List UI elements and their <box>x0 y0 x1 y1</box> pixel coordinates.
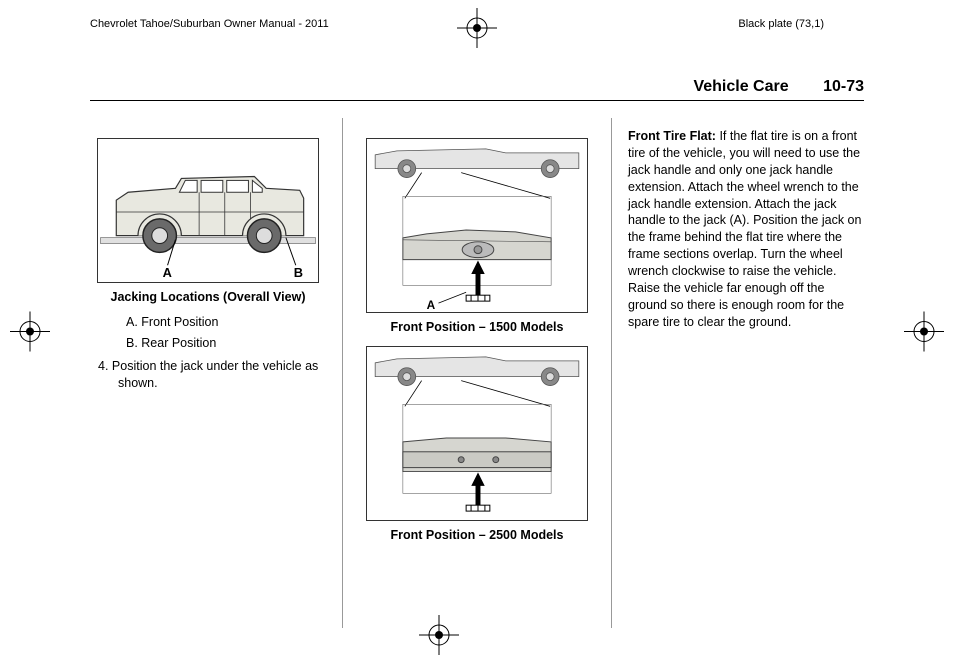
column-left: A B Jacking Locations (Overall View) A. … <box>90 118 342 628</box>
step-text: Position the jack under the vehicle as s… <box>112 359 318 390</box>
print-header: Chevrolet Tahoe/Suburban Owner Manual - … <box>0 18 954 38</box>
figure-caption-1500: Front Position – 1500 Models <box>359 319 595 336</box>
registration-mark-left <box>10 312 50 357</box>
manual-title: Chevrolet Tahoe/Suburban Owner Manual - … <box>90 18 329 30</box>
legend-list: A. Front Position B. Rear Position <box>126 314 326 352</box>
figure-front-1500: A <box>366 138 588 313</box>
content-columns: A B Jacking Locations (Overall View) A. … <box>90 118 864 628</box>
front-tire-flat-paragraph: Front Tire Flat: If the flat tire is on … <box>628 128 864 331</box>
page-number: 10-73 <box>823 78 864 95</box>
step-4: 4. Position the jack under the vehicle a… <box>98 358 326 392</box>
figure-caption-overall: Jacking Locations (Overall View) <box>90 289 326 306</box>
callout-b: B <box>294 265 303 280</box>
column-right: Front Tire Flat: If the flat tire is on … <box>612 118 864 628</box>
figure-caption-2500: Front Position – 2500 Models <box>359 527 595 544</box>
figure-overall-view: A B <box>97 138 319 283</box>
plate-info: Black plate (73,1) <box>738 18 824 30</box>
vehicle-side-illustration: A B <box>97 138 319 283</box>
column-middle: A Front Position – 1500 Models <box>342 118 612 628</box>
svg-text:A: A <box>427 298 436 312</box>
registration-mark-right <box>904 312 944 357</box>
paragraph-body: If the flat tire is on a front tire of t… <box>628 129 861 329</box>
page-header: Vehicle Care 10-73 <box>693 78 864 96</box>
paragraph-lead: Front Tire Flat: <box>628 129 716 143</box>
front-1500-illustration: A <box>366 138 588 313</box>
legend-item-b: B. Rear Position <box>126 335 326 352</box>
front-2500-illustration <box>366 346 588 521</box>
figure-front-2500 <box>366 346 588 521</box>
step-number: 4. <box>98 359 108 373</box>
header-rule <box>90 100 864 101</box>
section-title: Vehicle Care <box>693 78 788 95</box>
legend-item-a: A. Front Position <box>126 314 326 331</box>
callout-a: A <box>163 265 172 280</box>
